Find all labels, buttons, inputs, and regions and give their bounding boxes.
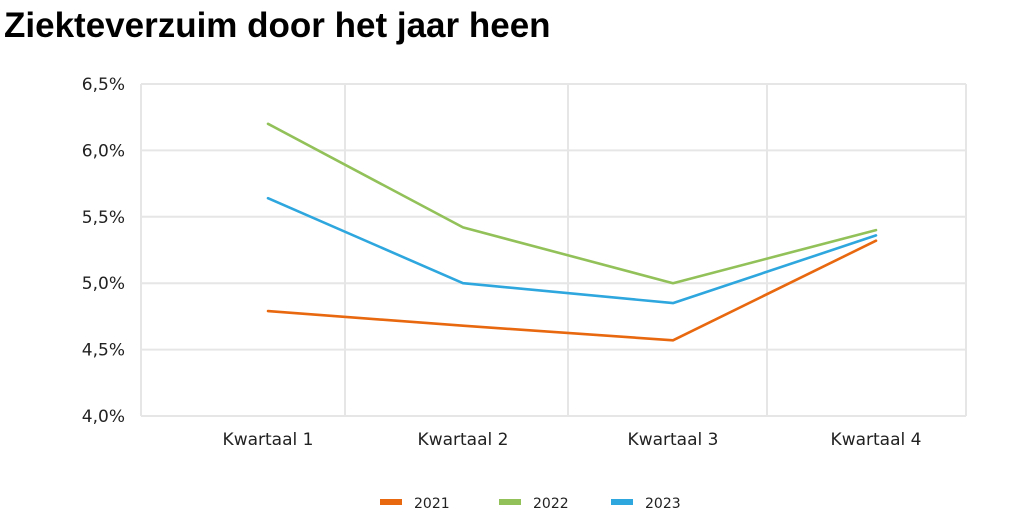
y-tick-label: 6,0%: [82, 141, 125, 161]
series-line-2023: [266, 196, 878, 305]
legend-label-2022: 2022: [533, 496, 569, 512]
series-lines: [266, 122, 878, 342]
grid: [140, 83, 967, 417]
chart-title: Ziekteverzuim door het jaar heen: [4, 6, 551, 45]
y-tick-label: 4,5%: [82, 341, 125, 361]
legend: 2021 2022 2023: [380, 496, 681, 512]
x-axis-ticks: Kwartaal 1 Kwartaal 2 Kwartaal 3 Kwartaal 4: [223, 430, 922, 450]
series-line-2022: [266, 122, 878, 285]
y-tick-label: 5,5%: [82, 208, 125, 228]
series-line-2021: [266, 239, 878, 342]
legend-swatch-2021: [380, 499, 402, 505]
y-axis-ticks: 6,5% 6,0% 5,5% 5,0% 4,5% 4,0%: [82, 75, 125, 427]
legend-swatch-2022: [499, 499, 521, 505]
y-tick-label: 4,0%: [82, 407, 125, 427]
y-tick-label: 6,5%: [82, 75, 125, 95]
legend-label-2021: 2021: [414, 496, 450, 512]
y-tick-label: 5,0%: [82, 274, 125, 294]
x-tick-label: Kwartaal 1: [223, 430, 314, 450]
legend-label-2023: 2023: [645, 496, 681, 512]
legend-swatch-2023: [611, 499, 633, 505]
x-tick-label: Kwartaal 3: [628, 430, 719, 450]
x-tick-label: Kwartaal 2: [418, 430, 509, 450]
x-tick-label: Kwartaal 4: [831, 430, 922, 450]
